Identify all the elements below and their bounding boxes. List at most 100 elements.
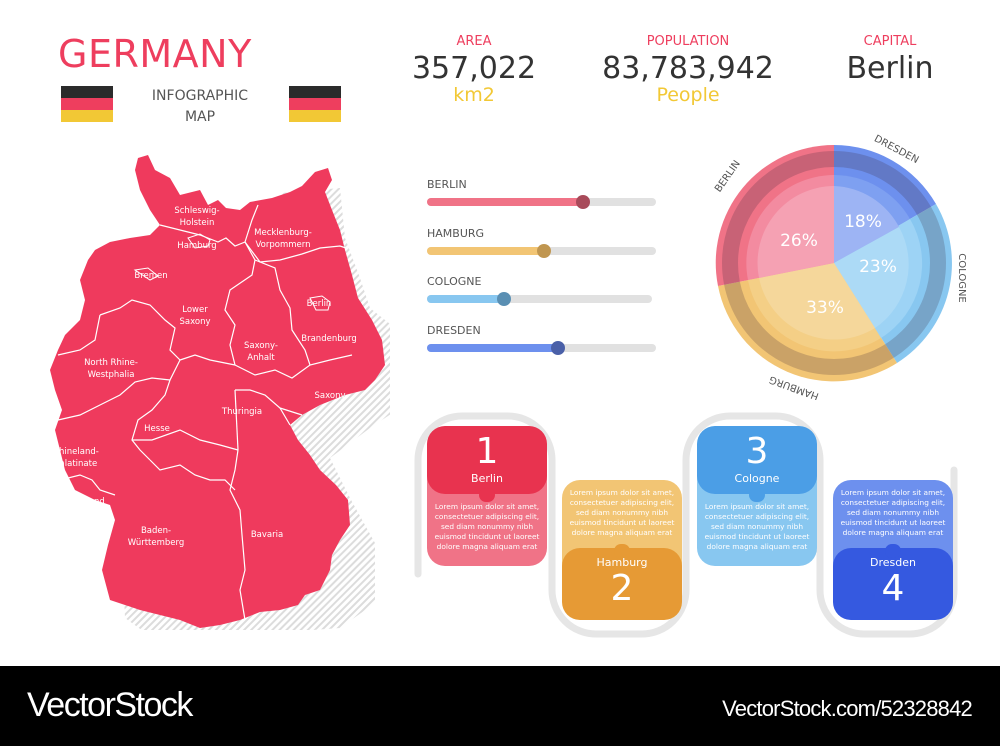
bar-track (427, 292, 652, 306)
region-label-rhineland-palatinate: Rhineland- (53, 447, 99, 457)
region-label-saxony-anhalt: Saxony- (244, 341, 278, 351)
svg-text:Holstein: Holstein (180, 218, 215, 228)
population-stat: POPULATION 83,783,942 People (588, 34, 788, 106)
watermark-footer: VectorStock VectorStock.com/52328842 (0, 666, 1000, 746)
region-label-lower-saxony: Lower (182, 305, 208, 315)
bar-track (427, 340, 656, 355)
bar-knob (536, 243, 551, 258)
step-number: 4 (881, 568, 905, 609)
area-value: 357,022 (411, 51, 537, 86)
region-label-saxony: Saxony (315, 391, 346, 401)
germany-outline (50, 155, 385, 628)
step-number: 1 (475, 431, 499, 472)
page-title: GERMANY (58, 32, 252, 76)
capital-value: Berlin (846, 51, 934, 86)
germany-flag-icon (289, 86, 341, 122)
region-label-bavaria: Bavaria (251, 530, 283, 540)
svg-text:Westphalia: Westphalia (88, 370, 135, 380)
bar-knob (575, 195, 590, 209)
step-name: Berlin (471, 472, 503, 485)
step-description: Lorem ipsum dolor sit amet, consectetuer… (434, 502, 540, 551)
brand-logo: VectorStock (27, 686, 193, 724)
capital-label: CAPITAL (863, 34, 917, 49)
city-bars: BERLIN HAMBURG COLOGNE DRESDEN (427, 178, 659, 372)
pie-label-berlin: 26% (780, 231, 818, 251)
bar-row-dresden: DRESDEN (427, 324, 659, 373)
pie-outer-label-berlin: BERLIN (713, 159, 743, 195)
bar-label: DRESDEN (427, 323, 481, 337)
svg-text:Palatinate: Palatinate (55, 459, 97, 469)
region-label-mecklenburg-vorpommern: Mecklenburg- (254, 228, 312, 238)
bar-fill (427, 295, 504, 303)
step-connector-dot (614, 544, 630, 558)
region-label-schleswig-holstein: Schleswig- (174, 206, 219, 216)
timeline-track (414, 412, 958, 638)
pie-label-cologne: 23% (859, 257, 897, 277)
bar-track (427, 243, 656, 258)
germany-flag-icon (61, 86, 113, 122)
step-card-hamburg: Lorem ipsum dolor sit amet, consectetuer… (562, 480, 682, 620)
svg-text:Württemberg: Württemberg (128, 538, 185, 548)
step-connector-dot (479, 488, 495, 502)
bar-row-hamburg: HAMBURG (427, 227, 659, 276)
bar-row-berlin: BERLIN (427, 178, 659, 227)
area-stat: AREA 357,022 km2 (400, 34, 548, 106)
step-description: Lorem ipsum dolor sit amet, consectetuer… (569, 488, 675, 537)
pie-center (757, 186, 909, 340)
step-card-head: Dresden 4 (833, 548, 953, 620)
step-card-head: 3 Cologne (697, 426, 817, 494)
steps-timeline: 1 Berlin Lorem ipsum dolor sit amet, con… (410, 410, 980, 660)
city-pie-chart: 18% 23% 33% 26% DRESDEN COLOGNE HAMBURG … (713, 133, 967, 400)
image-url: VectorStock.com/52328842 (722, 696, 973, 721)
step-description: Lorem ipsum dolor sit amet, consectetuer… (704, 502, 810, 551)
step-name: Cologne (734, 472, 780, 485)
step-card-berlin: 1 Berlin Lorem ipsum dolor sit amet, con… (427, 426, 547, 566)
region-label-brandenburg: Brandenburg (301, 334, 356, 344)
step-card-dresden: Lorem ipsum dolor sit amet, consectetuer… (833, 480, 953, 620)
step-number: 2 (610, 568, 634, 609)
region-label-hamburg: Hamburg (177, 241, 216, 251)
subtitle-line-1: INFOGRAPHIC (151, 88, 249, 104)
step-card-cologne: 3 Cologne Lorem ipsum dolor sit amet, co… (697, 426, 817, 566)
area-label: AREA (456, 34, 492, 49)
region-label-hesse: Hesse (144, 424, 170, 434)
pie-dark-band (722, 151, 946, 375)
bar-knob (550, 340, 565, 355)
bar-fill (427, 343, 558, 352)
germany-map: Schleswig- Holstein Hamburg Mecklenburg-… (50, 155, 390, 630)
bar-row-cologne: COLOGNE (427, 275, 659, 324)
area-unit: km2 (453, 84, 495, 106)
pie-label-hamburg: 33% (806, 298, 844, 318)
subtitle: INFOGRAPHIC MAP (130, 86, 270, 128)
step-connector-dot (749, 488, 765, 502)
bar-label: COLOGNE (427, 275, 482, 288)
svg-text:Anhalt: Anhalt (247, 353, 275, 363)
region-label-bremen: Bremen (134, 271, 167, 281)
step-number: 3 (745, 431, 769, 472)
capital-stat: CAPITAL Berlin (830, 34, 950, 86)
svg-text:Saxony: Saxony (180, 317, 211, 327)
step-name: Hamburg (596, 556, 648, 569)
step-connector-dot (885, 544, 901, 558)
step-card-head: 1 Berlin (427, 426, 547, 494)
region-label-thuringia: Thuringia (221, 407, 262, 417)
population-value: 83,783,942 (602, 51, 774, 86)
pie-outer-label-cologne: COLOGNE (956, 253, 967, 303)
bar-label: HAMBURG (427, 226, 485, 240)
region-label-berlin: Berlin (307, 299, 332, 309)
step-description: Lorem ipsum dolor sit amet, consectetuer… (840, 488, 946, 537)
region-label-saarland: Saarland (67, 497, 105, 507)
bar-knob (496, 292, 511, 306)
region-label-nrw: North Rhine- (84, 358, 138, 368)
population-label: POPULATION (646, 34, 730, 49)
svg-text:Vorpommern: Vorpommern (256, 240, 311, 250)
bar-fill (427, 198, 583, 206)
step-card-head: Hamburg 2 (562, 548, 682, 620)
bar-fill (427, 246, 544, 255)
region-label-baden-wuerttemberg: Baden- (141, 526, 171, 536)
population-unit: People (656, 84, 720, 106)
pie-label-dresden: 18% (844, 212, 882, 232)
step-name: Dresden (870, 556, 916, 569)
bar-track (427, 195, 656, 209)
bar-label: BERLIN (427, 178, 467, 191)
